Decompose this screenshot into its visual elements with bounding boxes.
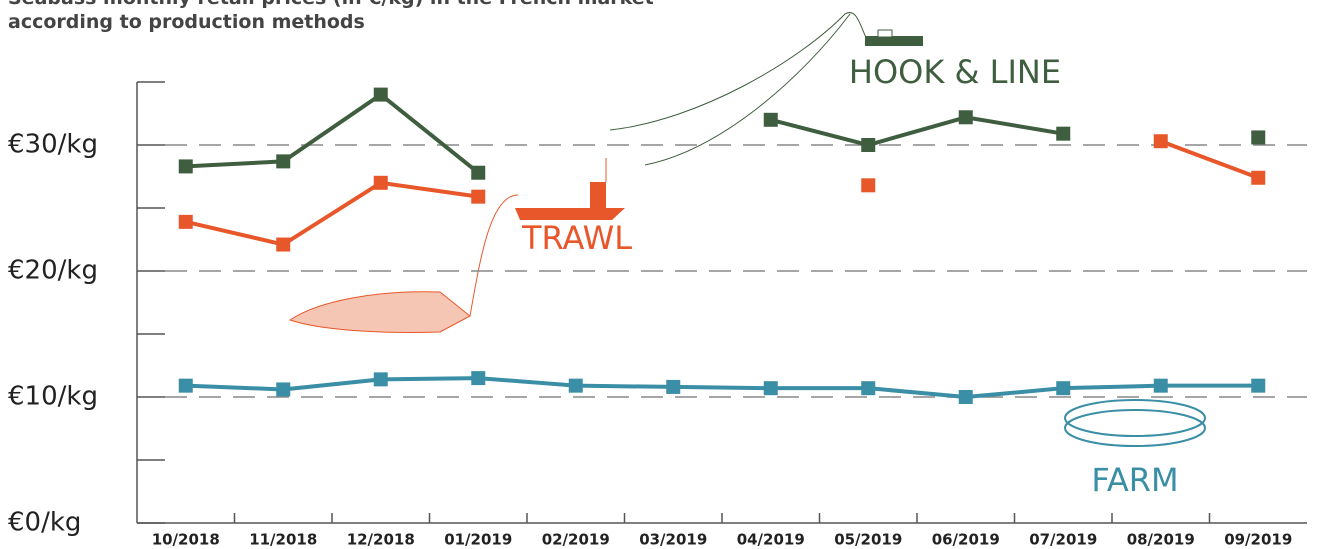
- plot: €0/kg €10/kg €20/kg €30/kg 10/2018 11/2018 12/…: [8, 53, 1307, 549]
- chart-title: Seabass monthly retail prices (in €/kg) …: [8, 0, 748, 34]
- point: [374, 88, 388, 102]
- point: [471, 190, 485, 204]
- point: [861, 381, 875, 395]
- title-box: Seabass monthly retail prices (in €/kg) …: [8, 0, 768, 56]
- point: [764, 113, 778, 127]
- point: [1251, 379, 1265, 393]
- series-line: [186, 141, 1259, 244]
- point: [276, 238, 290, 252]
- y-tick-label: €20/kg: [8, 256, 98, 286]
- point: [959, 110, 973, 124]
- x-tick-label: 06/2019: [932, 531, 1000, 549]
- point: [179, 379, 193, 393]
- point: [374, 372, 388, 386]
- point: [1251, 171, 1265, 185]
- point: [471, 371, 485, 385]
- x-tick-label: 04/2019: [737, 531, 805, 549]
- x-tick-label: 03/2019: [639, 531, 707, 549]
- point: [1056, 381, 1070, 395]
- point: [374, 176, 388, 190]
- x-tick-label: 05/2019: [834, 531, 902, 549]
- point: [1154, 134, 1168, 148]
- point: [764, 381, 778, 395]
- point: [861, 178, 875, 192]
- x-tick-label: 01/2019: [444, 531, 512, 549]
- series-label: TRAWL: [521, 219, 632, 257]
- y-tick-label: €0/kg: [8, 508, 81, 538]
- point: [179, 159, 193, 173]
- point: [276, 382, 290, 396]
- series-line: [186, 378, 1259, 397]
- x-tick-label: 07/2019: [1029, 531, 1097, 549]
- y-tick-label: €10/kg: [8, 382, 98, 412]
- point: [471, 166, 485, 180]
- series-line: [186, 95, 1259, 173]
- point: [1154, 379, 1168, 393]
- point: [569, 379, 583, 393]
- x-tick-label: 09/2019: [1224, 531, 1292, 549]
- y-tick-label: €30/kg: [8, 130, 98, 160]
- farm-illustration: [1065, 400, 1205, 446]
- point: [666, 380, 680, 394]
- point: [179, 215, 193, 229]
- point: [861, 138, 875, 152]
- point: [1251, 130, 1265, 144]
- x-tick-label: 02/2019: [542, 531, 610, 549]
- point: [959, 390, 973, 404]
- series-label: HOOK & LINE: [849, 53, 1061, 91]
- point: [276, 154, 290, 168]
- x-tick-label: 08/2019: [1127, 531, 1195, 549]
- x-tick-label: 10/2018: [152, 531, 220, 549]
- point: [1056, 127, 1070, 141]
- series-label: FARM: [1091, 461, 1178, 499]
- x-tick-label: 11/2018: [249, 531, 317, 549]
- x-tick-label: 12/2018: [347, 531, 415, 549]
- chart: Seabass monthly retail prices (in €/kg) …: [0, 0, 1327, 549]
